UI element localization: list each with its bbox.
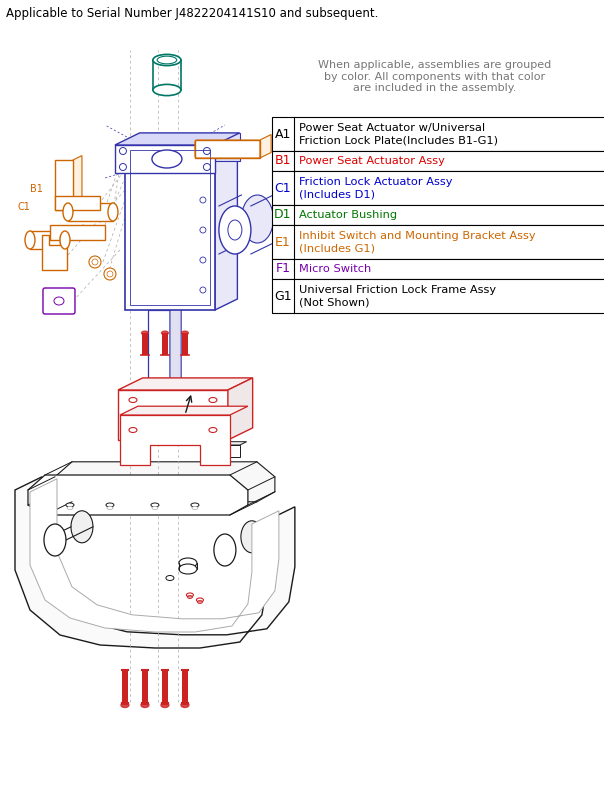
Text: D1: D1 <box>274 208 292 221</box>
Ellipse shape <box>152 150 182 168</box>
Ellipse shape <box>219 206 251 254</box>
Polygon shape <box>115 145 215 173</box>
Text: Inhibit Switch and Mounting Bracket Assy
(Includes G1): Inhibit Switch and Mounting Bracket Assy… <box>299 231 536 254</box>
Ellipse shape <box>161 331 169 335</box>
Polygon shape <box>118 378 252 390</box>
Ellipse shape <box>161 702 169 707</box>
Polygon shape <box>260 134 271 158</box>
Bar <box>272 151 604 171</box>
FancyBboxPatch shape <box>43 288 75 314</box>
Bar <box>182 333 188 355</box>
Polygon shape <box>118 390 228 440</box>
Ellipse shape <box>179 564 197 574</box>
Polygon shape <box>125 134 237 145</box>
Ellipse shape <box>25 231 35 249</box>
Bar <box>272 279 604 313</box>
Ellipse shape <box>121 702 129 707</box>
Text: Applicable to Serial Number J4822204141S10 and subsequent.: Applicable to Serial Number J4822204141S… <box>6 7 378 20</box>
Polygon shape <box>120 406 248 415</box>
Text: F1: F1 <box>275 262 291 275</box>
Bar <box>130 150 210 305</box>
Ellipse shape <box>71 511 93 543</box>
Bar <box>162 333 168 355</box>
Polygon shape <box>215 134 237 310</box>
Ellipse shape <box>141 702 149 707</box>
Polygon shape <box>120 415 230 465</box>
Text: Universal Friction Lock Frame Assy
(Not Shown): Universal Friction Lock Frame Assy (Not … <box>299 284 496 308</box>
Ellipse shape <box>107 506 113 509</box>
Ellipse shape <box>141 331 149 335</box>
Ellipse shape <box>153 84 181 96</box>
Ellipse shape <box>241 521 263 552</box>
Text: Actuator Bushing: Actuator Bushing <box>299 210 397 220</box>
Bar <box>272 259 604 279</box>
Text: Friction Lock Actuator Assy
(Includes D1): Friction Lock Actuator Assy (Includes D1… <box>299 177 452 199</box>
Circle shape <box>104 268 116 280</box>
Polygon shape <box>15 477 295 648</box>
Bar <box>272 205 604 225</box>
Text: Power Seat Actuator Assy: Power Seat Actuator Assy <box>299 156 445 166</box>
Polygon shape <box>125 145 215 310</box>
Ellipse shape <box>66 503 74 507</box>
Polygon shape <box>28 475 248 515</box>
FancyBboxPatch shape <box>68 203 113 221</box>
Polygon shape <box>170 305 181 440</box>
Polygon shape <box>140 133 240 161</box>
Ellipse shape <box>67 506 73 509</box>
Ellipse shape <box>153 54 181 66</box>
Text: E1: E1 <box>275 236 291 249</box>
Ellipse shape <box>214 534 236 566</box>
Ellipse shape <box>242 195 274 243</box>
Text: Power Seat Actuator w/Universal
Friction Lock Plate(Includes B1-G1): Power Seat Actuator w/Universal Friction… <box>299 122 498 146</box>
Ellipse shape <box>166 575 174 581</box>
Text: C1: C1 <box>18 202 31 212</box>
Ellipse shape <box>209 428 217 433</box>
Polygon shape <box>73 156 82 210</box>
Text: B1: B1 <box>275 155 291 168</box>
Polygon shape <box>30 479 279 632</box>
Ellipse shape <box>152 506 158 509</box>
Bar <box>210 445 240 457</box>
Ellipse shape <box>44 524 66 556</box>
Bar <box>272 171 604 205</box>
Ellipse shape <box>129 428 137 433</box>
Ellipse shape <box>129 398 137 403</box>
Ellipse shape <box>179 558 197 568</box>
Bar <box>182 670 188 705</box>
Polygon shape <box>115 133 240 145</box>
Ellipse shape <box>60 231 70 249</box>
Bar <box>142 333 148 355</box>
Polygon shape <box>42 235 67 270</box>
FancyBboxPatch shape <box>30 231 65 249</box>
Ellipse shape <box>181 331 188 335</box>
Bar <box>148 310 170 440</box>
Text: C1: C1 <box>275 181 291 194</box>
Polygon shape <box>210 441 246 445</box>
Ellipse shape <box>63 203 73 221</box>
Ellipse shape <box>108 203 118 221</box>
Bar <box>272 117 604 151</box>
Text: G1: G1 <box>274 289 292 302</box>
Text: B1: B1 <box>30 184 43 194</box>
Ellipse shape <box>151 503 159 507</box>
Bar <box>195 140 260 158</box>
Polygon shape <box>55 462 275 502</box>
Bar <box>50 225 105 240</box>
Ellipse shape <box>192 506 198 509</box>
Text: A1: A1 <box>275 127 291 140</box>
Ellipse shape <box>106 503 114 507</box>
Polygon shape <box>228 378 252 440</box>
Bar <box>55 160 73 210</box>
Text: When applicable, assemblies are grouped
by color. All components with that color: When applicable, assemblies are grouped … <box>318 60 551 93</box>
Text: Micro Switch: Micro Switch <box>299 264 371 274</box>
Ellipse shape <box>181 702 189 707</box>
Bar <box>142 670 148 705</box>
Bar <box>162 670 168 705</box>
Bar <box>55 196 100 210</box>
Ellipse shape <box>209 398 217 403</box>
Bar <box>272 225 604 259</box>
Bar <box>122 670 128 705</box>
Circle shape <box>89 256 101 268</box>
Ellipse shape <box>191 503 199 507</box>
